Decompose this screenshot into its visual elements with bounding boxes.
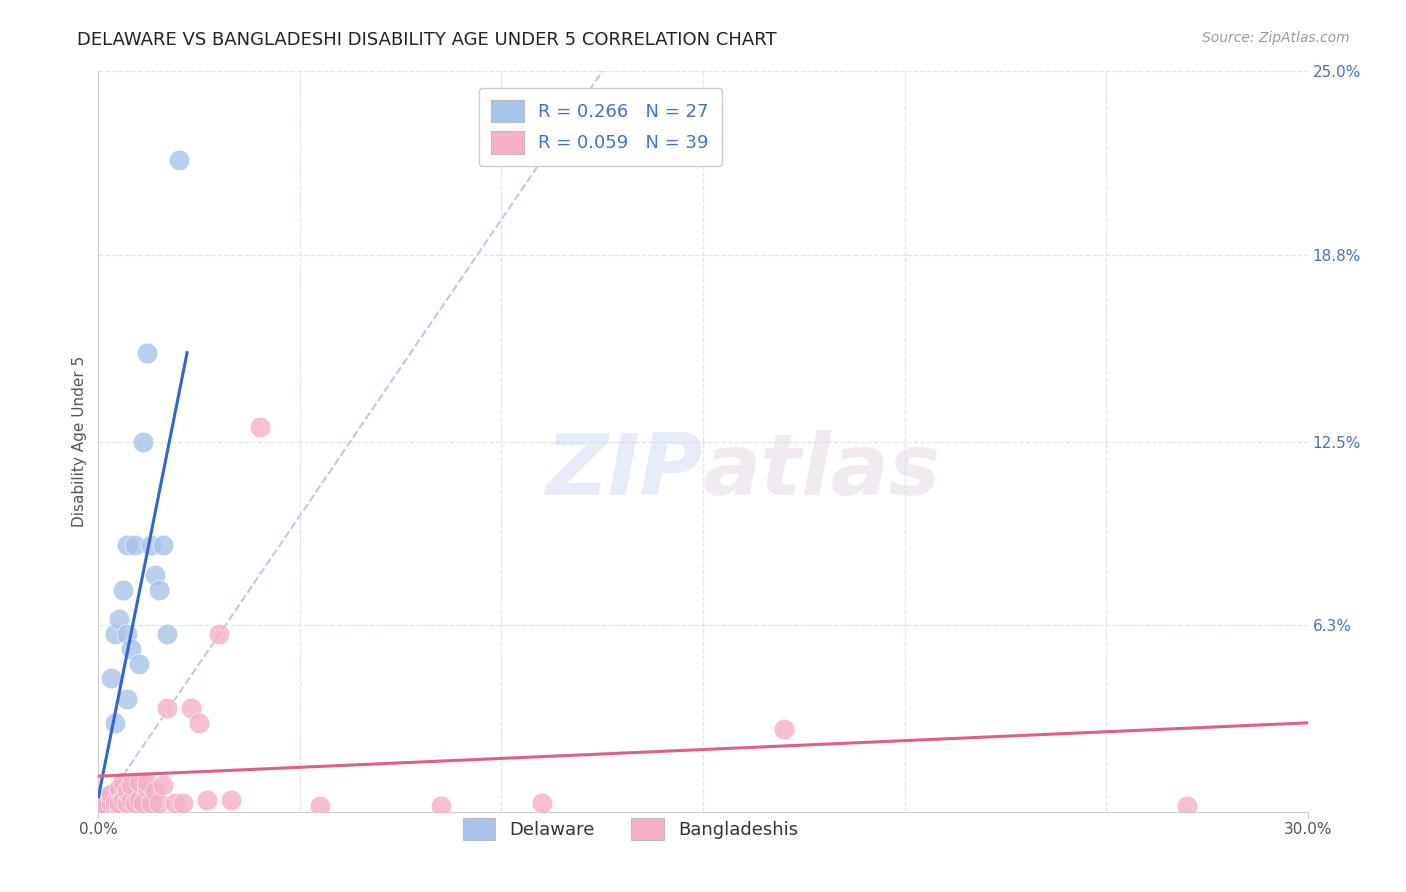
Point	[124, 796, 146, 810]
Point	[132, 796, 155, 810]
Point	[148, 796, 170, 810]
Point	[107, 798, 129, 813]
Point	[530, 796, 553, 810]
Point	[107, 780, 129, 795]
Point	[115, 538, 138, 552]
Point	[143, 567, 166, 582]
Point	[91, 793, 114, 807]
Point	[96, 798, 118, 813]
Point	[124, 538, 146, 552]
Point	[100, 798, 122, 813]
Point	[772, 722, 794, 736]
Point	[156, 627, 179, 641]
Point	[208, 627, 231, 641]
Point	[139, 796, 162, 810]
Point	[100, 796, 122, 810]
Point	[156, 701, 179, 715]
Point	[107, 612, 129, 626]
Point	[120, 793, 142, 807]
Point	[107, 798, 129, 813]
Point	[430, 798, 453, 813]
Point	[309, 798, 332, 813]
Point	[135, 780, 157, 795]
Point	[115, 692, 138, 706]
Point	[111, 582, 134, 597]
Point	[111, 796, 134, 810]
Point	[1175, 798, 1198, 813]
Point	[148, 582, 170, 597]
Point	[128, 793, 150, 807]
Point	[107, 796, 129, 810]
Point	[111, 775, 134, 789]
Point	[249, 419, 271, 434]
Point	[143, 784, 166, 798]
Point	[103, 627, 125, 641]
Point	[172, 796, 194, 810]
Point	[135, 345, 157, 359]
Point	[167, 153, 190, 168]
Point	[139, 538, 162, 552]
Point	[111, 793, 134, 807]
Point	[221, 793, 243, 807]
Legend: Delaware, Bangladeshis: Delaware, Bangladeshis	[456, 811, 806, 847]
Point	[100, 787, 122, 801]
Point	[96, 798, 118, 813]
Point	[120, 641, 142, 656]
Point	[128, 775, 150, 789]
Point	[163, 796, 186, 810]
Point	[103, 796, 125, 810]
Point	[135, 775, 157, 789]
Point	[128, 657, 150, 671]
Point	[115, 796, 138, 810]
Point	[91, 798, 114, 813]
Point	[132, 434, 155, 449]
Text: DELAWARE VS BANGLADESHI DISABILITY AGE UNDER 5 CORRELATION CHART: DELAWARE VS BANGLADESHI DISABILITY AGE U…	[77, 31, 778, 49]
Point	[188, 715, 211, 730]
Point	[91, 798, 114, 813]
Text: ZIP: ZIP	[546, 430, 703, 513]
Point	[103, 715, 125, 730]
Point	[100, 672, 122, 686]
Point	[115, 627, 138, 641]
Point	[152, 778, 174, 792]
Point	[195, 793, 218, 807]
Y-axis label: Disability Age Under 5: Disability Age Under 5	[72, 356, 87, 527]
Point	[152, 538, 174, 552]
Point	[120, 778, 142, 792]
Text: atlas: atlas	[703, 430, 941, 513]
Point	[91, 793, 114, 807]
Point	[180, 701, 202, 715]
Point	[103, 796, 125, 810]
Point	[96, 789, 118, 804]
Point	[115, 784, 138, 798]
Text: Source: ZipAtlas.com: Source: ZipAtlas.com	[1202, 31, 1350, 45]
